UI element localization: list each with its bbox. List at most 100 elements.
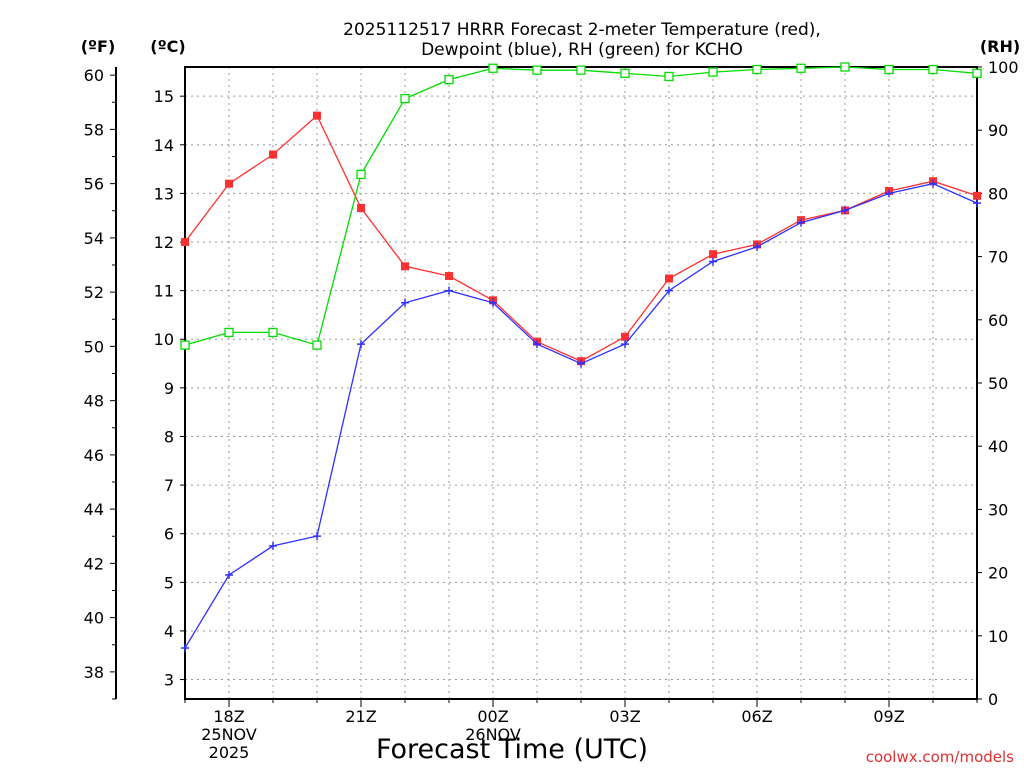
rh-tick-label: 40 [988,437,1008,456]
rh-tick-label: 20 [988,564,1008,583]
dewpoint-point [401,298,409,307]
temperature-point [357,203,365,212]
rh-point [268,327,278,338]
rh-axis-label: (RH) [980,37,1020,56]
fahrenheit-tick-label: 50 [84,337,104,356]
time-tick-label: 26NOV [465,725,521,744]
chart-title-line1: 2025112517 HRRR Forecast 2-meter Tempera… [343,20,821,40]
temperature-point [269,150,277,159]
fahrenheit-axis-label: (ºF) [81,37,116,56]
fahrenheit-axis: 60 58 56 54 52 50 48 46 44 42 40 38 [84,66,116,700]
fahrenheit-tick-label: 52 [84,283,104,302]
dewpoint-point [841,206,849,215]
rh-point [884,64,894,75]
dewpoint-point [533,340,541,349]
x-axis-title: Forecast Time (UTC) [376,734,648,765]
rh-point [532,65,542,75]
temperature-point [621,332,629,341]
fahrenheit-tick-label: 44 [84,500,104,519]
time-tick-label: 25NOV [201,725,257,744]
chart-title-line2: Dewpoint (blue), RH (green) for KCHO [421,40,743,60]
rh-tick-label: 70 [988,248,1008,267]
rh-point [356,169,366,180]
temperature-point [665,274,673,283]
series-clip-group [180,62,982,652]
rh-point [576,65,586,75]
time-tick-label: 21Z [345,707,376,726]
rh-tick-label: 60 [988,311,1008,330]
celsius-tick-label: 14 [154,136,174,155]
celsius-tick-label: 6 [164,525,174,544]
dewpoint-point [357,340,365,349]
temperature-point [709,250,717,259]
rh-point [664,71,674,82]
rh-point [620,68,630,78]
dewpoint-point [577,359,585,368]
celsius-tick-label: 5 [164,573,174,592]
temperature-point [181,238,189,247]
rh-tick-label: 0 [988,690,998,709]
temperature-point [973,191,981,200]
time-tick-label: 18Z [213,707,244,726]
dewpoint-point [621,340,629,349]
celsius-tick-label: 15 [154,87,174,106]
temperature-point [225,179,233,188]
rh-tick-label: 80 [988,184,1008,203]
rh-point [488,63,498,73]
fahrenheit-tick-label: 56 [84,175,104,194]
temperature-point [401,262,409,271]
rh-tick-label: 100 [988,58,1019,77]
dewpoint-point [973,199,981,208]
rh-point [796,63,806,73]
celsius-tick-label: 8 [164,427,174,446]
dewpoint-point [489,298,497,307]
dewpoint-point [225,571,233,580]
celsius-tick-label: 13 [154,184,174,203]
temperature-point [313,111,321,120]
rh-point [400,93,410,104]
temperature-point [445,272,453,281]
time-tick-label: 03Z [609,707,640,726]
time-tick-label: 06Z [741,707,772,726]
fahrenheit-tick-label: 40 [84,609,104,628]
celsius-tick-label: 11 [154,282,174,301]
fahrenheit-tick-label: 46 [84,446,104,465]
rh-point [224,327,234,338]
chart-grid [185,67,977,699]
fahrenheit-tick-label: 48 [84,392,104,411]
celsius-axis-label: (ºC) [150,37,185,56]
rh-tick-label: 10 [988,627,1008,646]
celsius-tick-label: 3 [164,671,174,690]
celsius-tick-label: 10 [154,330,174,349]
time-tick-label: 09Z [873,707,904,726]
fahrenheit-tick-label: 54 [84,229,104,248]
rh-point [928,64,938,75]
celsius-tick-label: 9 [164,379,174,398]
time-tick-label: 00Z [477,707,508,726]
chart-series [180,62,982,652]
dewpoint-point [929,179,937,188]
rh-point [444,74,454,85]
dewpoint-point [181,643,189,652]
fahrenheit-tick-label: 42 [84,554,104,573]
rh-point [312,340,322,350]
rh-tick-label: 30 [988,500,1008,519]
fahrenheit-tick-label: 60 [84,66,104,85]
celsius-tick-label: 12 [154,233,174,252]
dewpoint-point [753,242,761,251]
credit-link[interactable]: coolwx.com/models [866,748,1014,766]
dewpoint-point [797,218,805,227]
dewpoint-point [709,257,717,266]
rh-point [752,64,762,75]
dewpoint-point [885,189,893,198]
celsius-axis: 15 14 13 12 11 10 9 8 7 6 5 4 3 [154,87,185,690]
rh-tick-label: 90 [988,121,1008,140]
dewpoint-point [665,286,673,295]
rh-point [840,62,850,72]
rh-tick-label: 50 [988,374,1008,393]
dewpoint-point [313,532,321,541]
